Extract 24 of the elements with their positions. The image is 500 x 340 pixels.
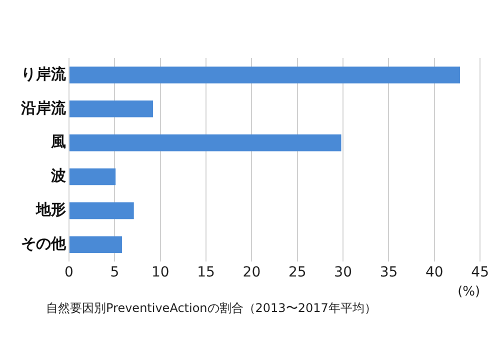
x-axis-title: (%) <box>458 284 480 300</box>
y-tick-label: り岸流 <box>21 64 67 83</box>
x-tick-label: 10 <box>151 264 170 281</box>
y-tick-label: 地形 <box>35 200 66 219</box>
x-tick-label: 25 <box>288 264 306 281</box>
bar <box>70 134 342 152</box>
y-tick-label: 風 <box>50 132 66 151</box>
bar <box>70 100 154 118</box>
x-tick-label: 30 <box>334 264 352 281</box>
x-tick-label: 35 <box>380 264 398 281</box>
y-tick-label: その他 <box>21 234 67 253</box>
bar <box>70 236 122 254</box>
bar <box>70 168 116 186</box>
x-tick-label: 45 <box>471 264 490 281</box>
y-tick-label: 波 <box>50 166 66 185</box>
x-tick-label: 20 <box>242 264 261 281</box>
bar <box>70 66 460 84</box>
x-tick-label: 5 <box>110 264 120 281</box>
x-tick-label: 15 <box>197 264 215 281</box>
bar <box>70 202 134 220</box>
text: 自然要因別PreventiveActionの割合（2013〜2017年平均） <box>45 300 378 317</box>
y-tick-label: 沿岸流 <box>20 98 67 117</box>
x-tick-label: 40 <box>426 264 444 281</box>
x-tick-label: 0 <box>64 264 74 281</box>
